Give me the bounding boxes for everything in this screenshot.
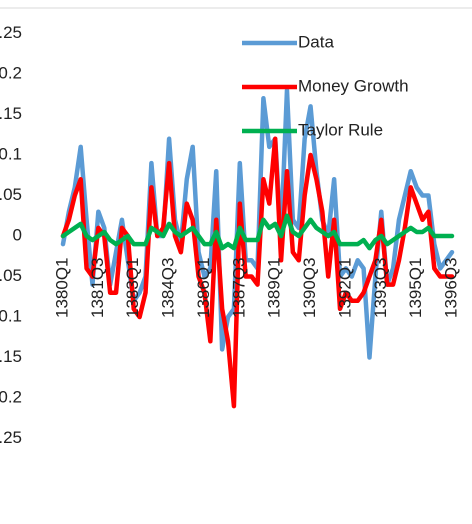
x-tick-label: 1384Q3 bbox=[159, 258, 178, 319]
y-tick-label: 0 bbox=[13, 225, 22, 244]
y-tick-label: -0.1 bbox=[0, 306, 22, 325]
x-tick-label: 1393Q3 bbox=[371, 258, 390, 319]
x-tick-label: 1392Q1 bbox=[335, 258, 354, 319]
y-tick-label: -0.2 bbox=[0, 387, 22, 406]
x-tick-label: 1380Q1 bbox=[52, 258, 71, 319]
x-tick-label: 1386Q1 bbox=[194, 258, 213, 319]
y-tick-label: 0.2 bbox=[0, 63, 22, 82]
x-tick-label: 1396Q3 bbox=[441, 258, 460, 319]
data-line bbox=[60, 213, 455, 251]
legend-label: Taylor Rule bbox=[298, 120, 383, 139]
y-tick-label: -0.25 bbox=[0, 428, 22, 447]
plot-area: 0.25 0.2 0.15 0.1 0.05 0 -0.05 -0.1 -0.15 -0.2 -0.… bbox=[0, 23, 460, 447]
legend-label: Money Growth bbox=[298, 76, 409, 95]
x-tick-label: 1387Q3 bbox=[229, 258, 248, 319]
x-tick-label: 1390Q3 bbox=[300, 258, 319, 319]
x-tick-label: 1389Q1 bbox=[265, 258, 284, 319]
y-tick-label: -0.05 bbox=[0, 266, 22, 285]
y-tick-label: 0.15 bbox=[0, 104, 22, 123]
legend-label: Data bbox=[298, 32, 334, 51]
legend: Data Money Growth Taylor Rule bbox=[242, 32, 409, 139]
x-tick-label: 1383Q1 bbox=[123, 258, 142, 319]
x-tick-label: 1381Q3 bbox=[88, 258, 107, 319]
x-tick-label: 1395Q1 bbox=[406, 258, 425, 319]
y-tick-label: -0.15 bbox=[0, 347, 22, 366]
y-tick-label: 0.1 bbox=[0, 144, 22, 163]
y-tick-label: 0.25 bbox=[0, 23, 22, 42]
y-tick-label: 0.05 bbox=[0, 185, 22, 204]
